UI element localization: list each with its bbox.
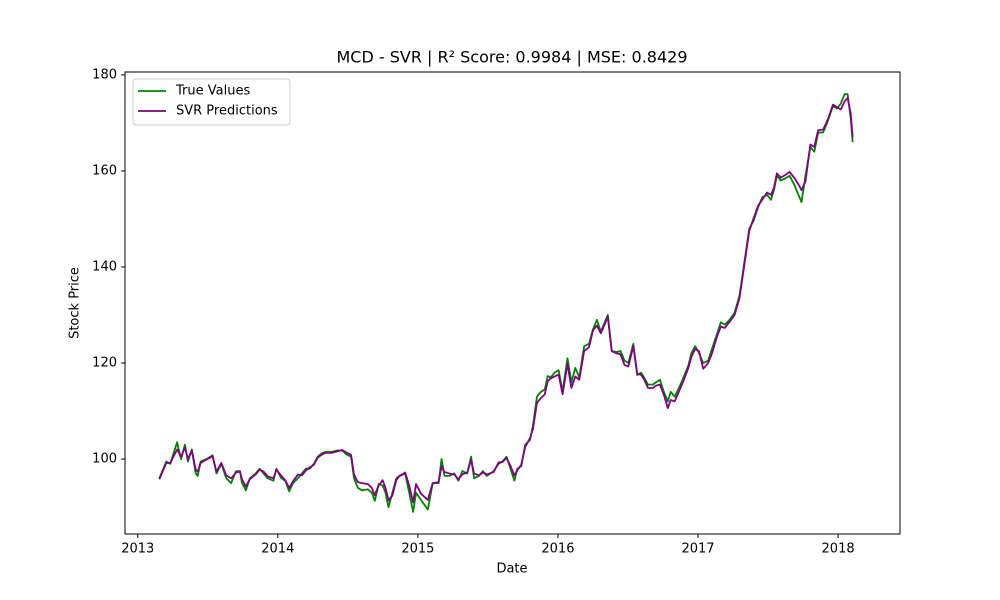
y-tick-label: 160 bbox=[92, 163, 117, 178]
x-tick-label: 2017 bbox=[681, 542, 714, 557]
x-axis-label: Date bbox=[496, 562, 527, 577]
legend-label: True Values bbox=[175, 84, 250, 99]
y-tick-label: 140 bbox=[92, 259, 117, 274]
y-tick-label: 100 bbox=[92, 452, 117, 467]
chart-title: MCD - SVR | R² Score: 0.9984 | MSE: 0.84… bbox=[336, 48, 687, 67]
x-tick-label: 2015 bbox=[401, 542, 434, 557]
x-tick-label: 2018 bbox=[822, 542, 855, 557]
y-axis-label: Stock Price bbox=[68, 267, 83, 339]
legend-box bbox=[132, 78, 291, 126]
y-tick-label: 180 bbox=[92, 67, 117, 82]
legend-label: SVR Predictions bbox=[176, 104, 278, 119]
y-tick-label: 120 bbox=[92, 356, 117, 371]
series-line bbox=[158, 97, 854, 504]
x-tick-label: 2016 bbox=[541, 542, 574, 557]
x-tick-label: 2013 bbox=[121, 542, 154, 557]
plot-frame bbox=[124, 71, 901, 535]
x-tick-label: 2014 bbox=[261, 542, 294, 557]
